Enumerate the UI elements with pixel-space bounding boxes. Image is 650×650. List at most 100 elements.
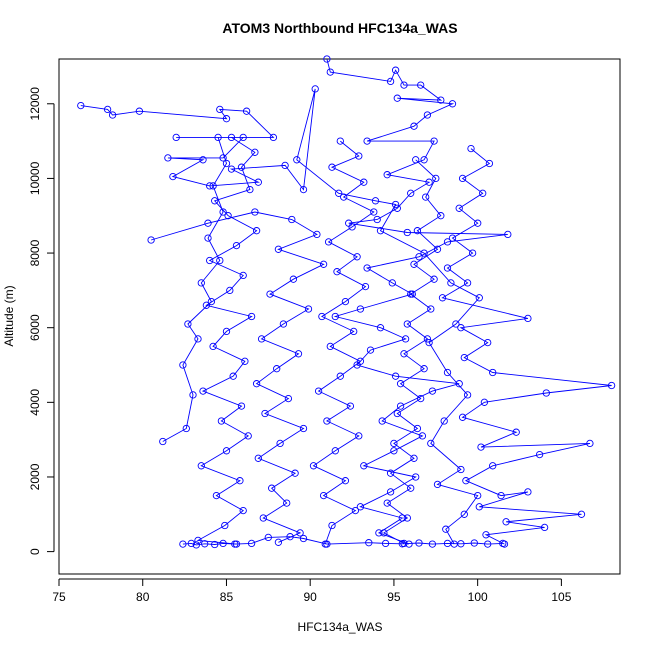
data-point	[351, 506, 360, 515]
data-point	[202, 301, 211, 309]
data-point	[390, 439, 398, 448]
data-point	[407, 484, 415, 492]
data-point	[373, 215, 381, 224]
data-point	[363, 264, 371, 272]
data-point	[489, 368, 497, 377]
data-point	[415, 539, 423, 547]
data-point	[355, 432, 363, 440]
data-point	[247, 539, 256, 548]
data-point	[460, 353, 468, 362]
data-point	[274, 538, 283, 546]
data-point	[425, 178, 433, 186]
data-point	[391, 372, 400, 380]
data-point	[455, 380, 463, 388]
data-point	[427, 439, 435, 448]
data-point	[410, 260, 418, 268]
data-point	[103, 105, 112, 114]
data-point	[381, 539, 390, 548]
data-point	[283, 499, 291, 507]
data-point	[314, 387, 323, 395]
data-point	[475, 503, 483, 511]
data-point	[204, 219, 212, 227]
data-point	[197, 279, 205, 287]
data-point	[388, 279, 396, 287]
data-point	[341, 477, 350, 485]
series-0	[77, 85, 483, 548]
data-point	[396, 402, 405, 410]
data-point	[480, 398, 489, 406]
plot-frame	[58, 58, 621, 575]
data-point	[484, 338, 492, 347]
data-point	[323, 55, 331, 63]
data-point	[371, 197, 380, 205]
data-point	[542, 389, 550, 397]
data-point	[417, 394, 425, 403]
data-point	[254, 454, 262, 462]
data-point	[207, 297, 216, 306]
data-point	[194, 536, 202, 545]
data-point	[179, 361, 187, 369]
data-point	[376, 227, 385, 235]
data-point	[279, 320, 288, 328]
data-point	[455, 204, 463, 212]
x-axis-label: HFC134a_WAS	[298, 620, 383, 634]
data-point	[375, 529, 383, 537]
data-point	[274, 245, 283, 253]
data-point	[412, 156, 420, 164]
series-7	[159, 133, 231, 446]
data-point	[438, 294, 447, 302]
data-point	[216, 256, 224, 265]
x-tick-label: 75	[52, 590, 66, 604]
series-line-5	[441, 148, 612, 545]
data-point	[427, 305, 435, 313]
data-point	[232, 241, 241, 250]
data-point	[241, 357, 249, 365]
x-tick-label: 85	[220, 590, 234, 604]
data-point	[479, 189, 487, 197]
data-point	[410, 454, 418, 462]
y-tick-label: 0	[28, 548, 42, 555]
data-point	[355, 152, 363, 160]
data-point	[293, 156, 301, 164]
data-point	[326, 68, 334, 76]
data-point	[467, 144, 475, 153]
series-6	[179, 533, 507, 549]
data-point	[452, 320, 460, 328]
data-point	[443, 539, 452, 548]
x-tick-label: 105	[551, 590, 571, 604]
data-point	[420, 249, 428, 257]
data-point	[413, 424, 422, 433]
data-point	[400, 81, 408, 89]
data-point	[485, 159, 494, 168]
data-point	[219, 539, 227, 548]
data-point	[475, 294, 483, 302]
data-point	[229, 372, 237, 380]
data-point	[211, 540, 219, 549]
data-point	[264, 533, 272, 542]
data-point	[333, 268, 341, 276]
series-line-4	[312, 140, 375, 545]
data-point	[222, 159, 231, 168]
data-point	[401, 335, 410, 343]
data-point	[201, 540, 209, 548]
data-point	[430, 137, 438, 145]
x-tick-label: 100	[468, 590, 488, 604]
data-point	[299, 424, 308, 433]
series-2	[194, 133, 261, 548]
data-point	[360, 462, 368, 470]
data-point	[502, 518, 510, 526]
series-5	[438, 144, 616, 548]
data-point	[252, 227, 261, 235]
data-point	[309, 462, 318, 470]
data-point	[77, 101, 85, 110]
data-point	[331, 312, 339, 321]
data-point	[442, 525, 450, 533]
data-point	[328, 521, 336, 530]
y-tick-label: 6000	[28, 314, 42, 341]
series-line-2	[196, 137, 258, 545]
data-point	[328, 163, 336, 171]
series-3	[147, 208, 328, 546]
data-point	[324, 238, 333, 246]
data-point	[448, 234, 457, 242]
